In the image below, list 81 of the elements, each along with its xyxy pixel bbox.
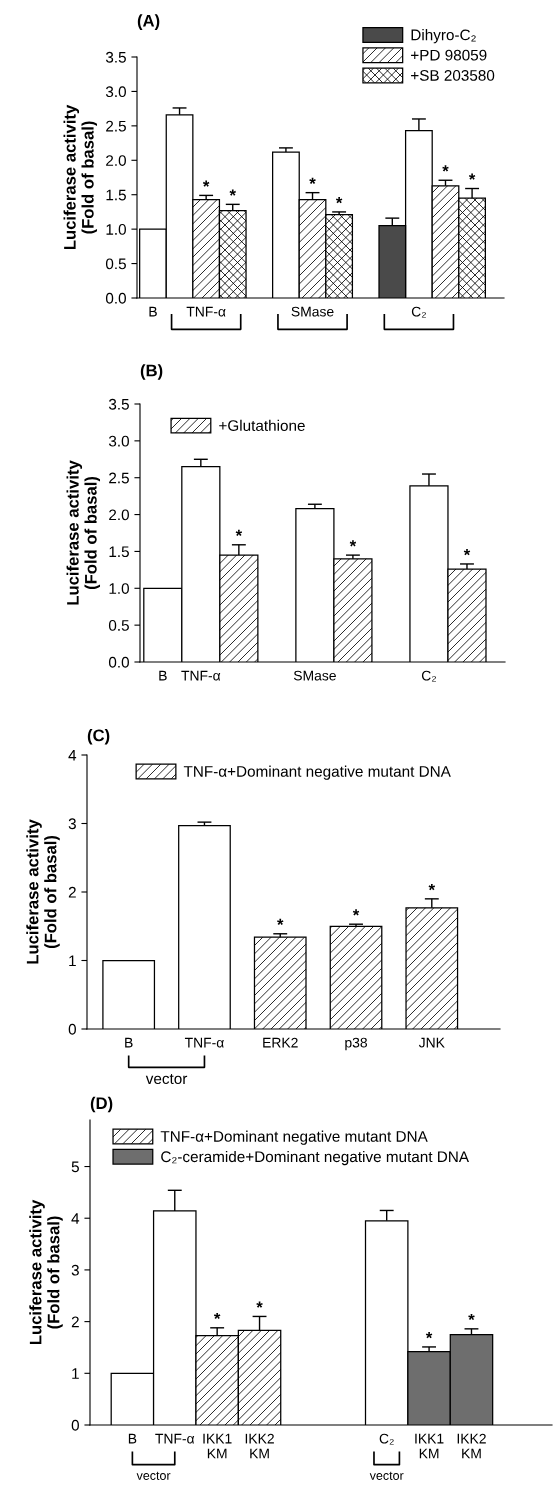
y-tick-label: 3.5 bbox=[105, 51, 126, 63]
x-tick-label: TNF-α bbox=[181, 670, 221, 681]
x-tick-label: C₂ bbox=[411, 306, 426, 318]
y-tick-label: 2.5 bbox=[106, 120, 126, 132]
data-label: * bbox=[256, 1301, 263, 1308]
x-tick-label: p38 bbox=[345, 1037, 367, 1051]
data-label: * bbox=[335, 197, 343, 204]
y-tick-label: 2.5 bbox=[109, 472, 129, 484]
y-tick-label: 0.0 bbox=[105, 292, 126, 304]
data-label: * bbox=[425, 1332, 433, 1339]
x-tick-label: IKK1 KM bbox=[415, 1433, 444, 1459]
y-tick-label: 3.0 bbox=[105, 86, 126, 98]
x-tick-label: ERK2 bbox=[263, 1037, 298, 1048]
x-tick-label: JNK bbox=[418, 1037, 445, 1048]
chart-title: (A) bbox=[137, 14, 160, 30]
data-label: * bbox=[349, 540, 357, 547]
y-tick-label: 2.0 bbox=[106, 155, 126, 166]
legend-label: TNF-α+Dominant negative mutant DNA bbox=[183, 765, 451, 780]
y-tick-label: 1.0 bbox=[109, 583, 129, 594]
legend-label: +PD 98059 bbox=[411, 49, 487, 61]
y-tick-label: 0.0 bbox=[108, 656, 129, 668]
x-tick-label: B bbox=[159, 670, 167, 681]
y-tick-label: 0.5 bbox=[105, 258, 126, 270]
y-axis-title: Luciferase activity (Fold of basal) bbox=[66, 460, 101, 605]
y-axis-title: Luciferase activity (Fold of basal) bbox=[26, 819, 60, 964]
legend-label: +SB 203580 bbox=[411, 70, 495, 81]
data-label: * bbox=[277, 918, 284, 926]
x-tick-label: B bbox=[149, 306, 157, 317]
x-tick-label: SMase bbox=[293, 670, 336, 681]
y-tick-label: 4 bbox=[68, 750, 77, 761]
y-tick-label: 2 bbox=[71, 1316, 79, 1328]
chart-title: (B) bbox=[140, 364, 163, 380]
x-tick-label: IKK1 KM bbox=[203, 1433, 232, 1459]
y-tick-label: 0.5 bbox=[108, 620, 129, 631]
data-label: * bbox=[213, 1312, 221, 1320]
data-label: * bbox=[352, 909, 360, 916]
x-tick-label: TNF-α bbox=[184, 1037, 224, 1048]
x-tick-label: C₂ bbox=[421, 670, 436, 682]
y-tick-label: 5 bbox=[71, 1161, 79, 1173]
data-label: * bbox=[229, 189, 236, 196]
data-label: * bbox=[468, 1313, 475, 1321]
data-label: * bbox=[235, 529, 243, 537]
y-tick-label: 3.5 bbox=[108, 398, 129, 410]
text: vector bbox=[145, 1074, 188, 1085]
y-tick-label: 1.5 bbox=[109, 546, 129, 558]
y-axis-title: Luciferase activity (Fold of basal) bbox=[63, 104, 98, 250]
data-label: * bbox=[442, 165, 449, 172]
y-tick-label: 3.0 bbox=[108, 435, 129, 447]
y-tick-label: 0 bbox=[68, 1023, 76, 1035]
x-tick-label: SMase bbox=[291, 306, 334, 317]
y-axis-title: Luciferase activity (Fold of basal) bbox=[29, 1199, 63, 1345]
text: vector bbox=[369, 1471, 404, 1480]
y-tick-label: 1.5 bbox=[106, 189, 126, 201]
data-label: * bbox=[202, 180, 210, 187]
chart-title: (C) bbox=[87, 729, 110, 745]
x-tick-label: B bbox=[128, 1433, 137, 1444]
x-tick-label: IKK2 KM bbox=[245, 1433, 274, 1459]
legend-label: TNF-α+Dominant negative mutant DNA bbox=[160, 1130, 428, 1145]
legend-label: +Glutathione bbox=[219, 419, 305, 431]
y-tick-label: 2.0 bbox=[109, 509, 129, 521]
y-tick-label: 1 bbox=[72, 1368, 79, 1379]
chart-title: (D) bbox=[90, 1096, 113, 1113]
text: vector bbox=[136, 1471, 171, 1480]
x-tick-label: TNF-α bbox=[186, 306, 226, 317]
y-tick-label: 4 bbox=[71, 1213, 80, 1224]
y-tick-label: 2 bbox=[68, 886, 76, 898]
y-tick-label: 1.0 bbox=[106, 224, 126, 235]
y-tick-label: 1 bbox=[69, 955, 76, 967]
y-tick-label: 3 bbox=[68, 818, 76, 830]
data-label: * bbox=[468, 173, 476, 180]
y-tick-label: 3 bbox=[71, 1264, 79, 1276]
x-tick-label: TNF-α bbox=[155, 1433, 195, 1444]
data-label: * bbox=[463, 549, 471, 556]
legend-label: C₂-ceramide+Dominant negative mutant DNA bbox=[161, 1150, 470, 1166]
legend-label: Dihyro-C₂ bbox=[411, 29, 476, 44]
data-label: * bbox=[428, 883, 436, 891]
x-tick-label: B bbox=[125, 1037, 133, 1048]
y-tick-label: 0 bbox=[71, 1419, 79, 1431]
x-tick-label: C₂ bbox=[379, 1433, 394, 1445]
x-tick-label: IKK2 KM bbox=[457, 1433, 486, 1459]
data-label: * bbox=[309, 177, 316, 184]
